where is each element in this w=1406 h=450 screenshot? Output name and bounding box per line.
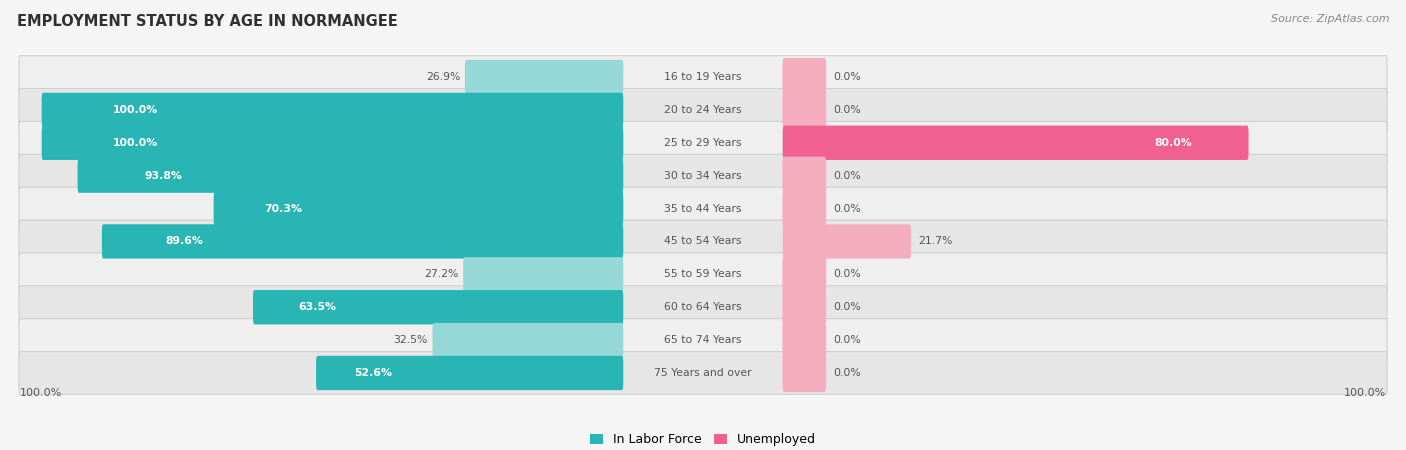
Text: 93.8%: 93.8%: [143, 171, 181, 180]
Text: 25 to 29 Years: 25 to 29 Years: [664, 138, 742, 148]
FancyBboxPatch shape: [42, 93, 623, 127]
FancyBboxPatch shape: [783, 224, 911, 259]
FancyBboxPatch shape: [18, 319, 1388, 361]
Text: 100.0%: 100.0%: [112, 105, 157, 115]
FancyBboxPatch shape: [253, 290, 623, 324]
FancyBboxPatch shape: [101, 224, 623, 259]
Text: 0.0%: 0.0%: [834, 105, 860, 115]
Text: 65 to 74 Years: 65 to 74 Years: [664, 335, 742, 345]
Text: 63.5%: 63.5%: [298, 302, 336, 312]
FancyBboxPatch shape: [18, 89, 1388, 131]
Text: 0.0%: 0.0%: [834, 302, 860, 312]
Text: 55 to 59 Years: 55 to 59 Years: [664, 270, 742, 279]
FancyBboxPatch shape: [214, 191, 623, 226]
Text: 21.7%: 21.7%: [918, 236, 953, 247]
Text: 26.9%: 26.9%: [426, 72, 460, 82]
FancyBboxPatch shape: [18, 154, 1388, 197]
FancyBboxPatch shape: [783, 126, 1249, 160]
FancyBboxPatch shape: [18, 351, 1388, 394]
Text: 32.5%: 32.5%: [394, 335, 427, 345]
Text: 100.0%: 100.0%: [20, 388, 62, 398]
Text: 0.0%: 0.0%: [834, 203, 860, 214]
FancyBboxPatch shape: [42, 126, 623, 160]
Text: 16 to 19 Years: 16 to 19 Years: [664, 72, 742, 82]
FancyBboxPatch shape: [18, 286, 1388, 328]
Text: 60 to 64 Years: 60 to 64 Years: [664, 302, 742, 312]
Text: 80.0%: 80.0%: [1154, 138, 1192, 148]
Text: 0.0%: 0.0%: [834, 270, 860, 279]
Text: 89.6%: 89.6%: [166, 236, 204, 247]
Text: 0.0%: 0.0%: [834, 171, 860, 180]
FancyBboxPatch shape: [433, 323, 623, 357]
FancyBboxPatch shape: [18, 56, 1388, 99]
Text: 0.0%: 0.0%: [834, 72, 860, 82]
FancyBboxPatch shape: [18, 253, 1388, 296]
Text: 100.0%: 100.0%: [112, 138, 157, 148]
FancyBboxPatch shape: [18, 187, 1388, 230]
FancyBboxPatch shape: [782, 189, 827, 228]
Text: 100.0%: 100.0%: [1344, 388, 1386, 398]
Text: 0.0%: 0.0%: [834, 335, 860, 345]
FancyBboxPatch shape: [782, 288, 827, 326]
FancyBboxPatch shape: [77, 158, 623, 193]
FancyBboxPatch shape: [316, 356, 623, 390]
Text: 35 to 44 Years: 35 to 44 Years: [664, 203, 742, 214]
Text: 27.2%: 27.2%: [425, 270, 458, 279]
FancyBboxPatch shape: [782, 321, 827, 359]
Text: 52.6%: 52.6%: [354, 368, 392, 378]
Text: 20 to 24 Years: 20 to 24 Years: [664, 105, 742, 115]
FancyBboxPatch shape: [18, 122, 1388, 164]
FancyBboxPatch shape: [782, 354, 827, 392]
FancyBboxPatch shape: [782, 91, 827, 129]
Legend: In Labor Force, Unemployed: In Labor Force, Unemployed: [585, 428, 821, 450]
Text: 30 to 34 Years: 30 to 34 Years: [664, 171, 742, 180]
FancyBboxPatch shape: [465, 60, 623, 94]
FancyBboxPatch shape: [782, 58, 827, 96]
Text: EMPLOYMENT STATUS BY AGE IN NORMANGEE: EMPLOYMENT STATUS BY AGE IN NORMANGEE: [17, 14, 398, 28]
Text: Source: ZipAtlas.com: Source: ZipAtlas.com: [1271, 14, 1389, 23]
FancyBboxPatch shape: [463, 257, 623, 292]
Text: 70.3%: 70.3%: [264, 203, 302, 214]
Text: 45 to 54 Years: 45 to 54 Years: [664, 236, 742, 247]
FancyBboxPatch shape: [782, 157, 827, 195]
FancyBboxPatch shape: [782, 255, 827, 293]
Text: 75 Years and over: 75 Years and over: [654, 368, 752, 378]
FancyBboxPatch shape: [18, 220, 1388, 263]
Text: 0.0%: 0.0%: [834, 368, 860, 378]
